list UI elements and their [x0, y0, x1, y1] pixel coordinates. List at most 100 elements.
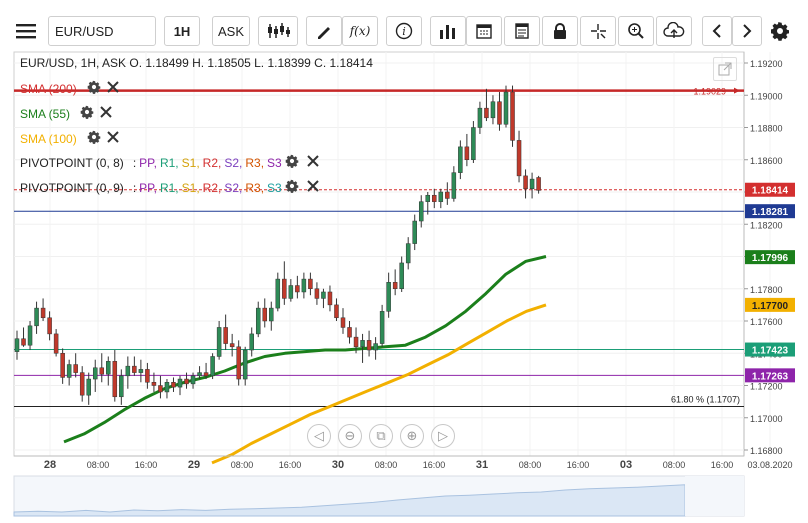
candle-body: [399, 262, 404, 290]
candle-body: [119, 375, 124, 398]
pivot-name[interactable]: PIVOTPOINT (0, 9): [20, 180, 124, 195]
candle-body: [236, 346, 241, 380]
candle-body: [477, 107, 483, 128]
pivot-remove-button[interactable]: [307, 180, 319, 195]
nav-prev-button[interactable]: ◁: [307, 424, 331, 448]
ohlc-header: EUR/USD, 1H, ASK O. 1.18499 H. 1.18505 L…: [20, 56, 373, 70]
x-tick-label: 29: [188, 459, 200, 471]
candle-body: [334, 304, 339, 319]
chart-type-button[interactable]: [258, 16, 298, 46]
candle-body: [425, 194, 431, 202]
pivot-name[interactable]: PIVOTPOINT (0, 8): [20, 155, 124, 170]
pivot-level-label: PP,: [139, 180, 157, 195]
chevron-right-icon: [743, 24, 752, 38]
candle-body: [392, 282, 398, 289]
info-button[interactable]: i: [386, 16, 422, 46]
candle-body: [418, 201, 424, 222]
navigator-window[interactable]: [685, 476, 744, 516]
menu-button[interactable]: [10, 16, 42, 46]
symbol-selector[interactable]: EUR/USD: [48, 16, 156, 46]
candle-body: [308, 278, 313, 290]
pivot-level-label: R1,: [159, 155, 179, 170]
price-type-button[interactable]: ASK: [212, 16, 250, 46]
calendar-button[interactable]: [466, 16, 502, 46]
pivot-separator: :: [132, 155, 137, 170]
candle-body: [536, 177, 541, 191]
price-type-label: ASK: [217, 23, 244, 39]
gear-icon[interactable]: [87, 80, 101, 94]
price-level-label: 1.19029: [693, 87, 726, 97]
candle-body: [60, 353, 65, 378]
indicator-row: SMA (55): [20, 105, 112, 122]
magnifier-icon: [628, 23, 644, 39]
pivot-level-label: S2,: [224, 155, 243, 170]
candle-body: [295, 285, 300, 293]
horizontal-lines: 1.19029 61.80 % (1.1707): [14, 87, 744, 407]
gear-icon[interactable]: [285, 154, 299, 168]
scroll-right-button[interactable]: [732, 16, 762, 46]
pivot-level-label: R2,: [202, 180, 222, 195]
function-icon: f(x): [349, 24, 371, 38]
close-icon[interactable]: [106, 81, 119, 93]
candles: [14, 85, 541, 405]
zoom-out-button[interactable]: ⊖: [338, 424, 362, 448]
indicators-button[interactable]: [430, 16, 466, 46]
crosshair-icon: [591, 24, 606, 39]
settings-button[interactable]: [766, 16, 794, 46]
reset-view-button[interactable]: ⧉: [369, 424, 393, 448]
candle-body: [92, 367, 98, 380]
pivot-level-label: S3: [267, 155, 282, 170]
x-tick-label: 03.08.2020: [747, 460, 792, 470]
fibonacci-label: 61.80 % (1.1707): [671, 394, 740, 404]
close-icon[interactable]: [307, 155, 319, 167]
zoom-in-button[interactable]: ⊕: [400, 424, 424, 448]
candle-body: [451, 172, 457, 199]
pencil-icon: [318, 27, 330, 39]
price-tag-label: 1.17423: [752, 346, 789, 357]
nav-next-button[interactable]: ▷: [431, 424, 455, 448]
function-button[interactable]: f(x): [342, 16, 378, 46]
indicator-name[interactable]: SMA (200): [20, 81, 77, 96]
close-icon[interactable]: [100, 106, 112, 118]
expand-button[interactable]: [713, 57, 737, 81]
close-icon[interactable]: [307, 180, 319, 192]
indicator-name[interactable]: SMA (55): [20, 106, 71, 121]
price-tag: [745, 182, 795, 197]
gear-icon[interactable]: [80, 105, 94, 119]
indicator-settings-button[interactable]: [87, 130, 101, 147]
upload-button[interactable]: [656, 16, 692, 46]
price-tag: [745, 368, 795, 383]
indicator-remove-button[interactable]: [106, 81, 119, 96]
candle-body: [301, 278, 307, 293]
candle-body: [510, 91, 515, 141]
candle-body: [34, 307, 39, 327]
timeframe-button[interactable]: 1H: [164, 16, 200, 46]
indicator-settings-button[interactable]: [87, 80, 101, 97]
x-tick-label: 08:00: [663, 460, 686, 470]
x-tick-label: 16:00: [711, 460, 734, 470]
indicator-name[interactable]: SMA (100): [20, 131, 77, 146]
indicator-remove-button[interactable]: [100, 106, 112, 121]
template-button[interactable]: [504, 16, 540, 46]
close-icon[interactable]: [106, 131, 119, 143]
y-tick-label: 1.17600: [750, 317, 783, 327]
gear-icon[interactable]: [285, 179, 299, 193]
candle-body: [125, 365, 131, 377]
candle-body: [40, 307, 46, 319]
indicator-remove-button[interactable]: [106, 131, 119, 146]
candles-icon: [268, 23, 290, 38]
price-tag-label: 1.17263: [752, 371, 789, 382]
pivot-level-label: PP,: [139, 155, 157, 170]
gear-icon[interactable]: [87, 130, 101, 144]
crosshair-button[interactable]: [580, 16, 616, 46]
x-tick-label: 08:00: [231, 460, 254, 470]
lock-button[interactable]: [542, 16, 578, 46]
zoom-button[interactable]: [618, 16, 654, 46]
scroll-left-button[interactable]: [702, 16, 732, 46]
pivot-remove-button[interactable]: [307, 155, 319, 170]
draw-button[interactable]: [306, 16, 342, 46]
indicator-settings-button[interactable]: [80, 105, 94, 122]
pivot-settings-button[interactable]: [285, 179, 299, 196]
pivot-settings-button[interactable]: [285, 154, 299, 171]
